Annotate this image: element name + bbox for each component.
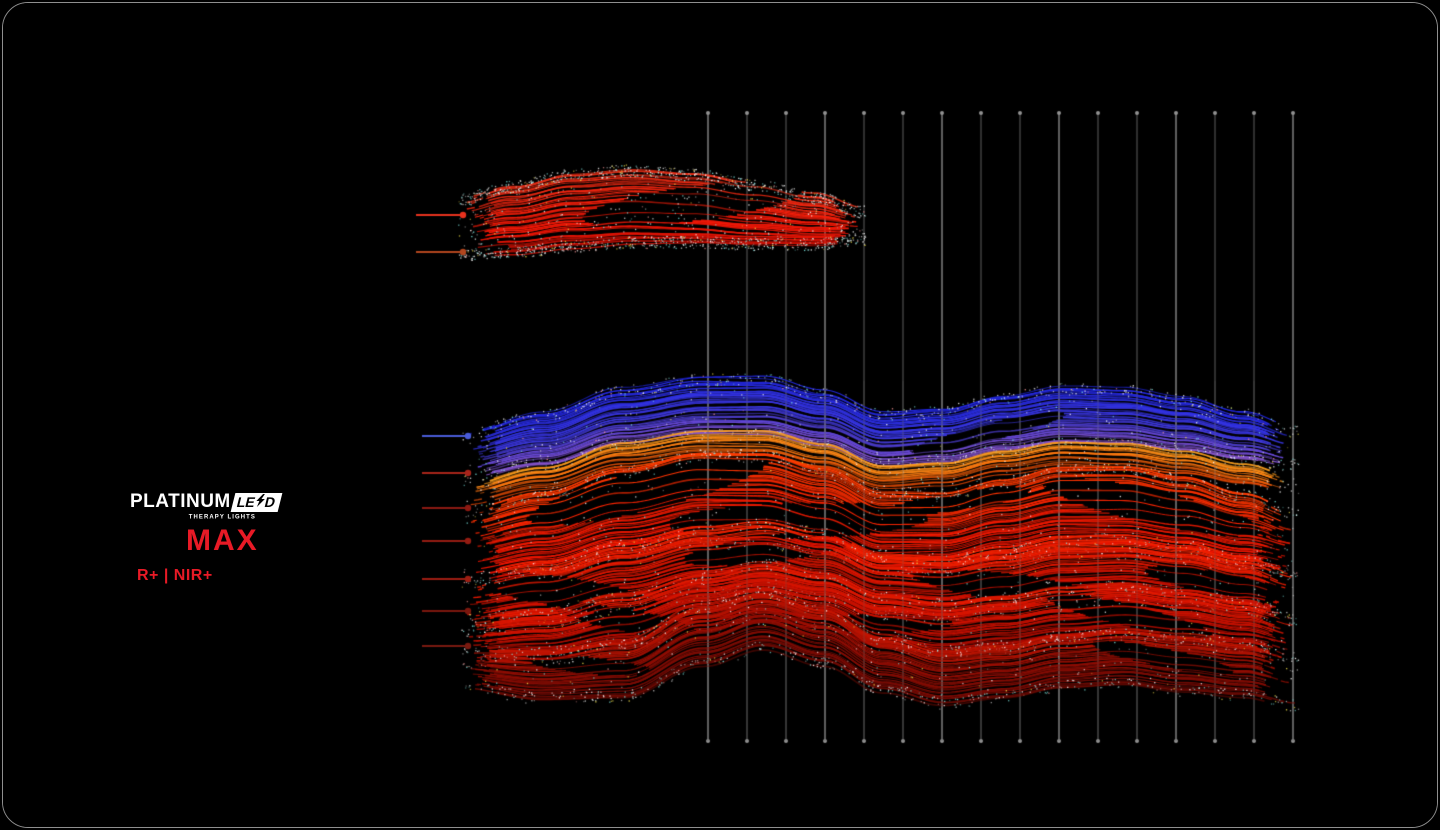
logo-led-left: LE [235, 493, 257, 509]
spectral-stream-chart [3, 3, 1437, 827]
product-name: MAX [186, 524, 259, 557]
product-variant: R+ | NIR+ [137, 567, 213, 584]
lightning-bolt-icon [254, 493, 266, 510]
platinumled-logo: PLATINUM LE D [130, 491, 290, 513]
logo-tagline: THERAPY LIGHTS [188, 514, 256, 520]
logo-led-box: LE D [230, 492, 283, 512]
logo-platinum-text: PLATINUM [130, 491, 231, 512]
brand-block: PLATINUM LE D THERAPY LIGHTS MAX R+ | NI… [130, 491, 290, 584]
